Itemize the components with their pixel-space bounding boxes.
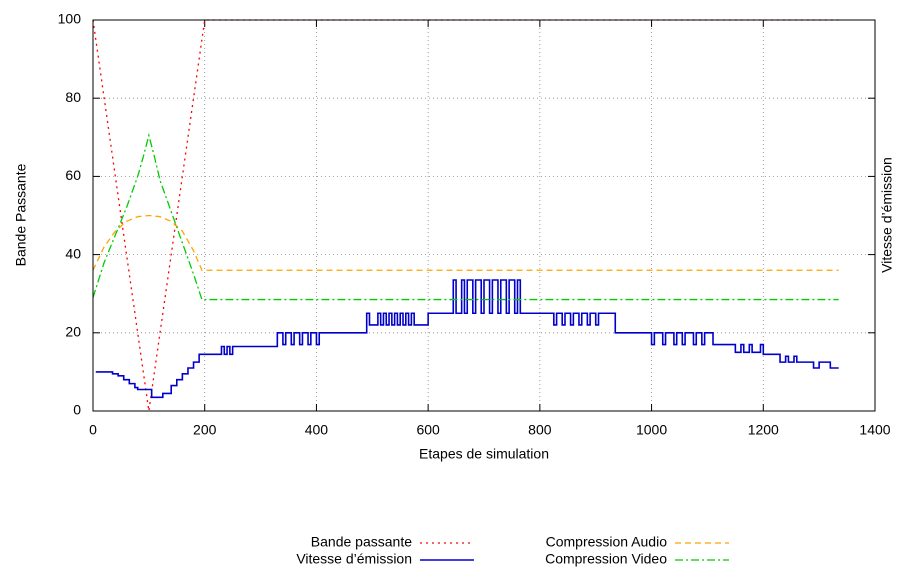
legend-label: Bande passante [311,534,412,550]
data-line [95,279,839,399]
legend-label: Compression Audio [546,534,668,550]
y-tick-label: 40 [65,245,81,261]
y-tick-label: 0 [73,402,81,418]
x-tick-label: 400 [305,422,329,438]
x-tick-label: 0 [89,422,97,438]
y-tick-label: 60 [65,167,81,183]
plot-frame [92,19,876,412]
y2-axis-title: Vitesse d’émission [879,157,895,273]
legend-label: Vitesse d’émission [296,551,412,567]
y-tick-label: 80 [65,89,81,105]
x-axis-title: Etapes de simulation [419,446,549,462]
x-tick-label: 200 [193,422,217,438]
y-axis-title: Bande Passante [13,163,29,266]
y-tick-label: 100 [58,11,82,27]
data-line [92,132,839,301]
x-tick-label: 1400 [859,422,890,438]
x-tick-label: 1000 [636,422,667,438]
x-tick-label: 600 [416,422,440,438]
y-tick-label: 20 [65,324,81,340]
x-tick-label: 1200 [748,422,779,438]
legend-label: Compression Video [545,551,667,567]
data-line [92,214,839,271]
x-tick-label: 800 [528,422,552,438]
